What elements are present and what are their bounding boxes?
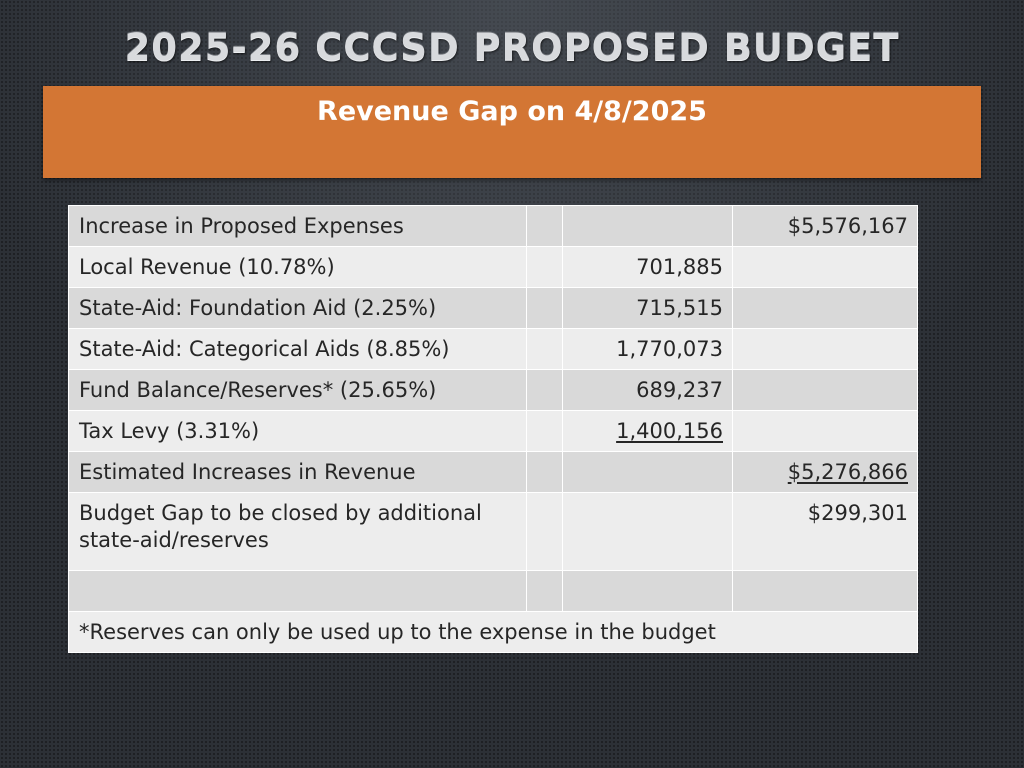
table-row-foundation-aid: State-Aid: Foundation Aid (2.25%) 715,51…: [68, 287, 918, 329]
total-cell: [732, 246, 918, 288]
footnote-text: *Reserves can only be used up to the exp…: [68, 611, 918, 653]
amount-cell: [562, 205, 733, 247]
total-cell: $5,576,167: [732, 205, 918, 247]
row-label: State-Aid: Foundation Aid (2.25%): [68, 287, 527, 329]
table-row-categorical-aids: State-Aid: Categorical Aids (8.85%) 1,77…: [68, 328, 918, 370]
underlined-total: $5,276,866: [787, 459, 908, 484]
amount-cell: 715,515: [562, 287, 733, 329]
row-label: Tax Levy (3.31%): [68, 410, 527, 452]
underlined-amount: 1,400,156: [616, 418, 723, 443]
spacer-cell: [526, 246, 563, 288]
total-cell: [732, 287, 918, 329]
table-row-fund-balance: Fund Balance/Reserves* (25.65%) 689,237: [68, 369, 918, 411]
total-cell: [732, 570, 918, 612]
amount-cell: [562, 451, 733, 493]
spacer-cell: [526, 287, 563, 329]
spacer-cell: [526, 410, 563, 452]
spacer-cell: [526, 205, 563, 247]
row-label: Fund Balance/Reserves* (25.65%): [68, 369, 527, 411]
slide-title: 2025-26 CCCSD PROPOSED BUDGET: [124, 26, 900, 69]
total-cell: $299,301: [732, 492, 918, 571]
table-row-estimated-increases: Estimated Increases in Revenue $5,276,86…: [68, 451, 918, 493]
amount-cell: 701,885: [562, 246, 733, 288]
row-label: Estimated Increases in Revenue: [68, 451, 527, 493]
total-cell: $5,276,866: [732, 451, 918, 493]
amount-cell: 1,400,156: [562, 410, 733, 452]
amount-cell: [562, 492, 733, 571]
table-row-local-revenue: Local Revenue (10.78%) 701,885: [68, 246, 918, 288]
total-cell: [732, 410, 918, 452]
amount-cell: [562, 570, 733, 612]
spacer-cell: [526, 492, 563, 571]
table-row-budget-gap: Budget Gap to be closed by additional st…: [68, 492, 918, 571]
spacer-cell: [526, 369, 563, 411]
total-cell: [732, 328, 918, 370]
table-row-empty: [68, 570, 918, 612]
spacer-cell: [526, 451, 563, 493]
subtitle-banner: Revenue Gap on 4/8/2025: [43, 86, 981, 178]
total-cell: [732, 369, 918, 411]
banner-title: Revenue Gap on 4/8/2025: [317, 96, 707, 127]
table-row-footnote: *Reserves can only be used up to the exp…: [68, 611, 918, 653]
revenue-gap-table: Increase in Proposed Expenses $5,576,167…: [68, 205, 918, 653]
row-label: [68, 570, 527, 612]
row-label: Budget Gap to be closed by additional st…: [68, 492, 527, 571]
row-label: Local Revenue (10.78%): [68, 246, 527, 288]
amount-cell: 689,237: [562, 369, 733, 411]
spacer-cell: [526, 328, 563, 370]
table-row-tax-levy: Tax Levy (3.31%) 1,400,156: [68, 410, 918, 452]
table-row-expenses: Increase in Proposed Expenses $5,576,167: [68, 205, 918, 247]
spacer-cell: [526, 570, 563, 612]
row-label: Increase in Proposed Expenses: [68, 205, 527, 247]
row-label: State-Aid: Categorical Aids (8.85%): [68, 328, 527, 370]
amount-cell: 1,770,073: [562, 328, 733, 370]
